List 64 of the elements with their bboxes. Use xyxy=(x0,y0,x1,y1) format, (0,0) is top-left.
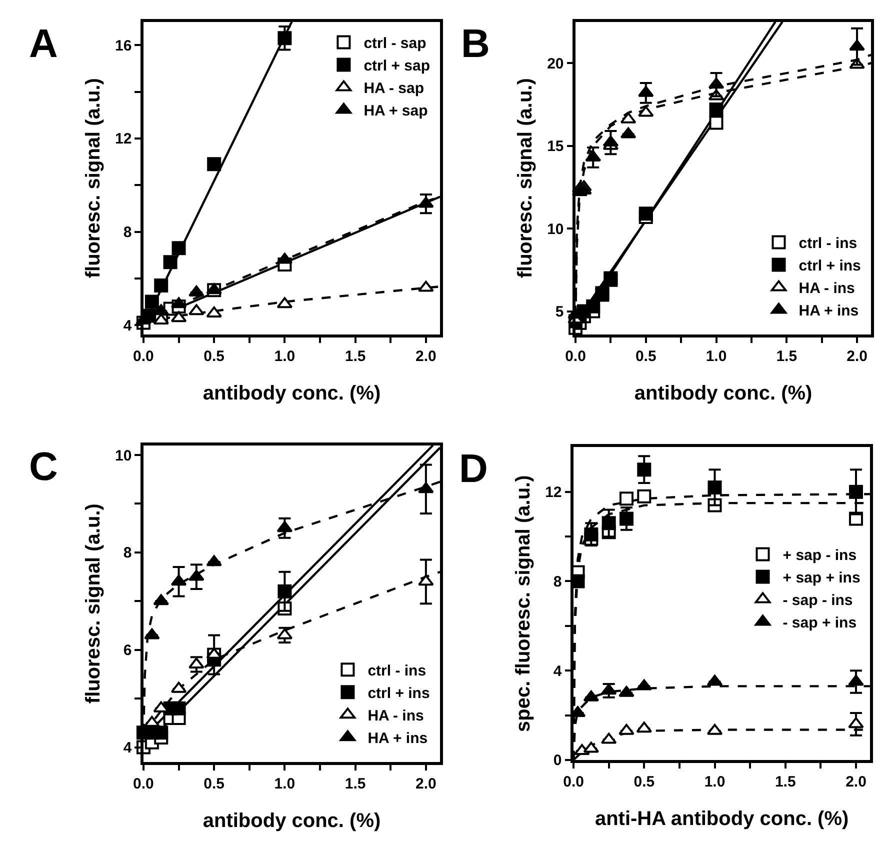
y-tick-label: 4 xyxy=(123,740,132,757)
legend-label: HA - ins xyxy=(368,708,424,725)
x-tick-label: 0.0 xyxy=(133,348,154,366)
x-tick-label: 2.0 xyxy=(846,774,866,791)
x-tick-label: 1.5 xyxy=(774,774,796,791)
chart-title: C xyxy=(29,445,58,489)
legend-label: HA - sap xyxy=(364,80,424,98)
y-axis-title: spec. fluoresc. signal (a.u.) xyxy=(512,475,535,732)
legend-label: ctrl - ins xyxy=(798,235,858,252)
x-tick-label: 1.5 xyxy=(344,776,366,793)
y-axis-title: fluoresc. signal (a.u.) xyxy=(82,504,105,704)
x-axis-title: antibody conc. (%) xyxy=(634,382,812,405)
x-tick-label: 2.0 xyxy=(416,776,436,793)
legend-label: HA + sap xyxy=(364,102,428,120)
y-tick-label: 12 xyxy=(115,130,132,148)
x-tick-label: 1.0 xyxy=(704,774,726,791)
legend-label: - sap - ins xyxy=(782,592,853,610)
y-tick-label: 20 xyxy=(547,55,564,72)
x-tick-label: 0.5 xyxy=(204,348,225,366)
y-tick-label: 12 xyxy=(545,484,562,502)
legend-label: ctrl - ins xyxy=(368,662,426,680)
x-tick-label: 0.5 xyxy=(634,774,655,791)
x-axis-title: antibody conc. (%) xyxy=(202,382,381,405)
x-tick-label: 2.0 xyxy=(846,348,868,366)
x-tick-label: 0.0 xyxy=(133,776,154,793)
y-tick-label: 0 xyxy=(553,752,562,770)
legend-label: ctrl + ins xyxy=(368,685,430,702)
y-tick-label: 15 xyxy=(547,138,564,156)
x-tick-label: 2.0 xyxy=(416,348,436,366)
x-axis-title: anti-HA antibody conc. (%) xyxy=(594,808,849,830)
legend-label: HA + ins xyxy=(368,730,428,748)
chart-title: A xyxy=(29,22,58,66)
x-tick-label: 1.0 xyxy=(274,348,296,366)
legend-label: + sap - ins xyxy=(782,547,857,564)
x-axis-title: antibody conc. (%) xyxy=(202,810,381,832)
y-tick-label: 10 xyxy=(115,447,132,464)
y-tick-label: 8 xyxy=(123,224,132,242)
y-tick-label: 4 xyxy=(123,317,132,334)
y-axis-title: fluoresc. signal (a.u.) xyxy=(82,78,105,278)
legend-label: ctrl + sap xyxy=(364,58,430,75)
y-tick-label: 10 xyxy=(547,220,564,238)
chart-title: B xyxy=(461,22,490,66)
x-tick-label: 0.0 xyxy=(563,774,584,791)
legend-label: ctrl - sap xyxy=(364,35,426,52)
legend-label: HA + ins xyxy=(798,302,859,320)
x-tick-label: 0.5 xyxy=(635,348,656,366)
legend-label: HA - ins xyxy=(798,280,855,298)
y-tick-label: 5 xyxy=(555,304,564,321)
legend-label: ctrl + ins xyxy=(798,258,861,275)
y-tick-label: 8 xyxy=(123,544,132,562)
chart-title: D xyxy=(459,447,488,491)
legend-label: + sap + ins xyxy=(782,570,860,587)
y-tick-label: 16 xyxy=(115,37,132,54)
x-tick-label: 1.0 xyxy=(706,348,727,366)
y-tick-label: 6 xyxy=(123,642,132,660)
x-tick-label: 1.5 xyxy=(344,348,366,366)
x-tick-label: 0.0 xyxy=(565,348,586,366)
y-axis-title: fluoresc. signal (a.u.) xyxy=(514,78,537,278)
x-tick-label: 1.0 xyxy=(274,776,296,793)
x-tick-label: 0.5 xyxy=(204,776,225,793)
x-tick-label: 1.5 xyxy=(776,348,798,366)
y-tick-label: 4 xyxy=(553,662,562,680)
y-tick-label: 8 xyxy=(553,573,562,590)
legend-label: - sap + ins xyxy=(782,614,857,632)
